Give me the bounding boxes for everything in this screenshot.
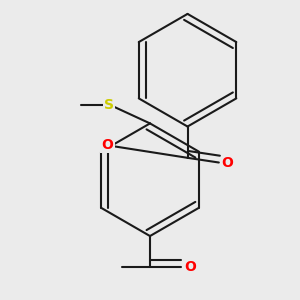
Text: S: S (104, 98, 114, 112)
Text: O: O (101, 138, 113, 152)
Text: O: O (222, 155, 233, 170)
Text: O: O (184, 260, 196, 274)
